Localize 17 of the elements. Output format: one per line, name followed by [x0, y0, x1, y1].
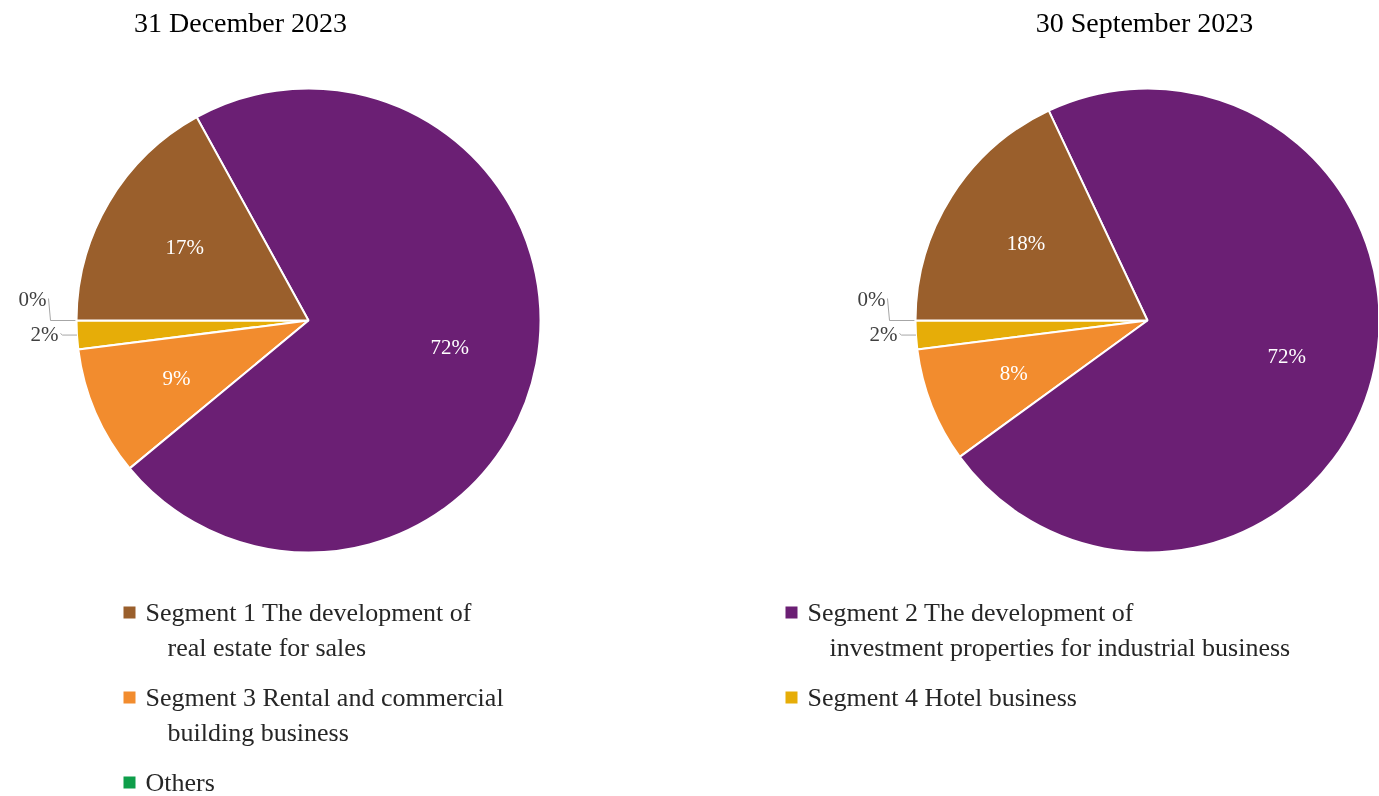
chart-title: 30 September 2023	[1035, 7, 1254, 38]
data-label: 2%	[30, 321, 59, 346]
data-label: 72%	[1267, 344, 1307, 369]
data-label: 72%	[430, 335, 470, 360]
legend-label: Segment 2 The development of investment properties for industrial business	[807, 598, 1291, 662]
text: 0%	[18, 286, 47, 311]
legend-label: Segment 4 Hotel business	[807, 683, 1077, 712]
data-label: 2%	[869, 321, 898, 346]
legend-label: Others	[145, 768, 215, 796]
data-label: 17%	[165, 235, 204, 260]
legend-label: Segment 1 The development of real estate for sales	[145, 598, 472, 662]
text: 0%	[857, 286, 886, 311]
data-label: 9%	[162, 365, 191, 390]
data-label: 18%	[1006, 231, 1046, 256]
chart-title: 31 December 2023	[133, 7, 348, 38]
data-label: 8%	[999, 361, 1028, 386]
legend-label: Segment 3 Rental and commercial building business	[145, 683, 504, 747]
